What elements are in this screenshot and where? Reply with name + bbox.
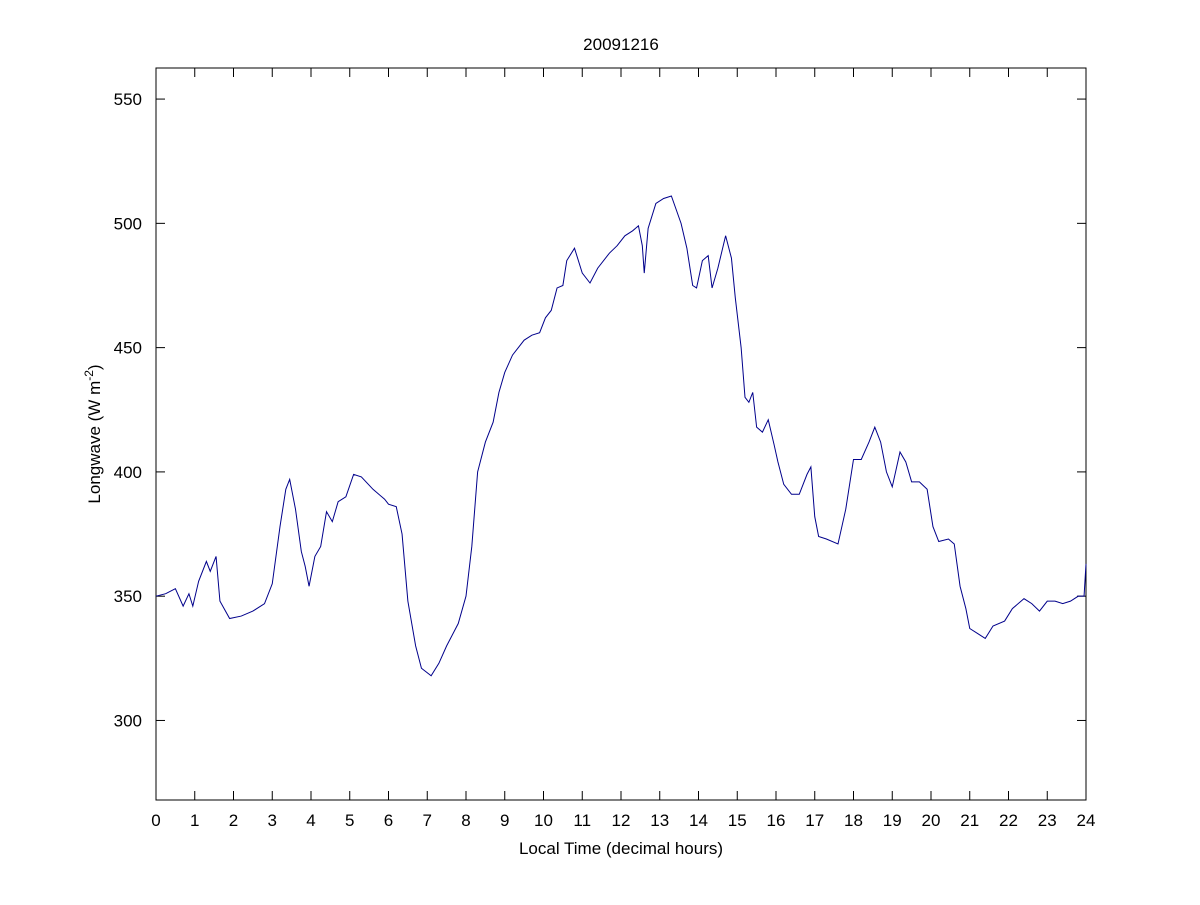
y-tick-label: 300 <box>114 711 142 730</box>
x-tick-label: 11 <box>573 811 591 830</box>
y-label-text: Longwave (W m <box>85 381 104 504</box>
x-tick-label: 8 <box>461 811 470 830</box>
x-tick-label: 0 <box>151 811 160 830</box>
x-tick-label: 20 <box>922 811 941 830</box>
x-tick-label: 21 <box>960 811 979 830</box>
data-line <box>155 195 1087 677</box>
x-tick-label: 7 <box>423 811 432 830</box>
x-tick-label: 6 <box>384 811 393 830</box>
x-axis-label: Local Time (decimal hours) <box>519 839 723 858</box>
x-tick-label: 14 <box>689 811 708 830</box>
y-tick-label: 350 <box>114 587 142 606</box>
x-tick-label: 3 <box>268 811 277 830</box>
x-tick-label: 1 <box>190 811 199 830</box>
y-label-superscript: -2 <box>82 370 96 381</box>
x-tick-label: 10 <box>534 811 553 830</box>
y-axis-label: Longwave (W m-2) <box>82 364 104 503</box>
y-tick-label: 500 <box>114 214 142 233</box>
x-tick-label: 5 <box>345 811 354 830</box>
y-tick-label: 550 <box>114 90 142 109</box>
x-tick-label: 2 <box>229 811 238 830</box>
y-tick-label: 400 <box>114 463 142 482</box>
chart-title: 20091216 <box>583 35 659 54</box>
x-tick-label: 9 <box>500 811 509 830</box>
x-tick-label: 13 <box>650 811 669 830</box>
x-tick-label: 17 <box>805 811 824 830</box>
x-tick-label: 15 <box>728 811 747 830</box>
x-tick-label: 12 <box>612 811 631 830</box>
x-tick-label: 19 <box>883 811 902 830</box>
x-tick-label: 23 <box>1038 811 1057 830</box>
x-tick-label: 18 <box>844 811 863 830</box>
y-tick-label: 450 <box>114 339 142 358</box>
x-tick-label: 22 <box>999 811 1018 830</box>
x-tick-label: 16 <box>767 811 786 830</box>
x-tick-label: 24 <box>1077 811 1096 830</box>
x-tick-label: 4 <box>306 811 315 830</box>
y-label-suffix: ) <box>85 364 104 370</box>
